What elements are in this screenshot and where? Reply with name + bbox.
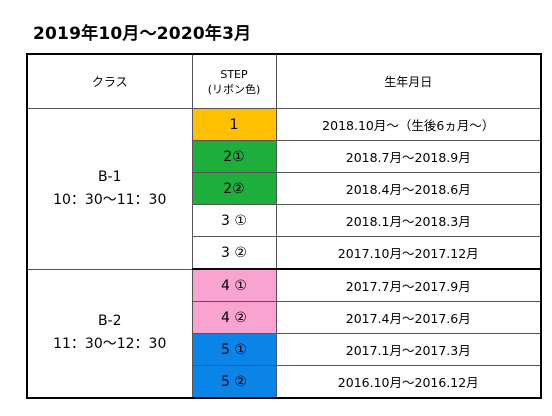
birth-cell: 2017.1月～2017.3月 — [275, 333, 542, 366]
header-row: クラス STEP (リボン色) 生年月日 — [26, 53, 542, 109]
birth-cell: 2018.10月～（生後6ヵ月～） — [275, 108, 542, 141]
birth-cell: 2018.1月～2018.3月 — [275, 204, 542, 237]
birth-cell: 2018.7月～2018.9月 — [275, 140, 542, 173]
class-name: B-1 — [97, 168, 122, 185]
header-step-sublabel: (リボン色) — [207, 82, 261, 96]
class-time: 11：30～12：30 — [53, 336, 167, 353]
step-cell: 4 ① — [191, 268, 277, 302]
birth-cell: 2016.10月～2016.12月 — [275, 365, 542, 399]
birth-cell: 2017.7月～2017.9月 — [275, 268, 542, 302]
class-cell: B-1 10：30～11：30 — [26, 108, 193, 270]
header-step-label: STEP — [220, 67, 248, 81]
table-row: 3 ① 2018.1月～2018.3月 — [27, 204, 542, 237]
class-time: 10：30～11：30 — [53, 191, 167, 208]
header-class: クラス — [26, 53, 193, 109]
step-cell: 2② — [191, 172, 277, 205]
birth-cell: 2017.4月～2017.6月 — [275, 301, 542, 334]
class-cell: B-2 11：30～12：30 — [26, 268, 193, 399]
birth-cell: 2017.10月～2017.12月 — [275, 236, 542, 270]
step-cell: 1 — [191, 108, 277, 141]
header-step: STEP (リボン色) — [191, 53, 277, 109]
table-row: B-2 11：30～12：30 4 ① 2017.7月～2017.9月 — [26, 268, 542, 399]
class-name: B-2 — [97, 313, 122, 330]
step-cell: 4 ② — [191, 301, 277, 334]
table-row: 5 ② 2016.10月～2016.12月 — [27, 365, 542, 399]
step-cell: 3 ① — [191, 204, 277, 237]
page-title: 2019年10月～2020年3月 — [33, 24, 252, 44]
table-row: 2① 2018.7月～2018.9月 — [27, 140, 542, 173]
table-row: B-1 10：30～11：30 1 2018.10月～（生後6ヵ月～） — [26, 108, 542, 270]
step-cell: 5 ① — [191, 333, 277, 366]
step-cell: 2① — [191, 140, 277, 173]
step-cell: 5 ② — [191, 365, 277, 399]
step-cell: 3 ② — [191, 236, 277, 270]
birth-cell: 2018.4月～2018.6月 — [275, 172, 542, 205]
schedule-table: クラス STEP (リボン色) 生年月日 B-1 10：30～11：30 1 2018… — [26, 53, 542, 399]
table-row: 5 ① 2017.1月～2017.3月 — [27, 333, 542, 366]
table-row: 3 ② 2017.10月～2017.12月 — [27, 236, 542, 270]
header-birth: 生年月日 — [275, 53, 542, 109]
table-row: 4 ② 2017.4月～2017.6月 — [27, 301, 542, 334]
table-row: 2② 2018.4月～2018.6月 — [27, 172, 542, 205]
